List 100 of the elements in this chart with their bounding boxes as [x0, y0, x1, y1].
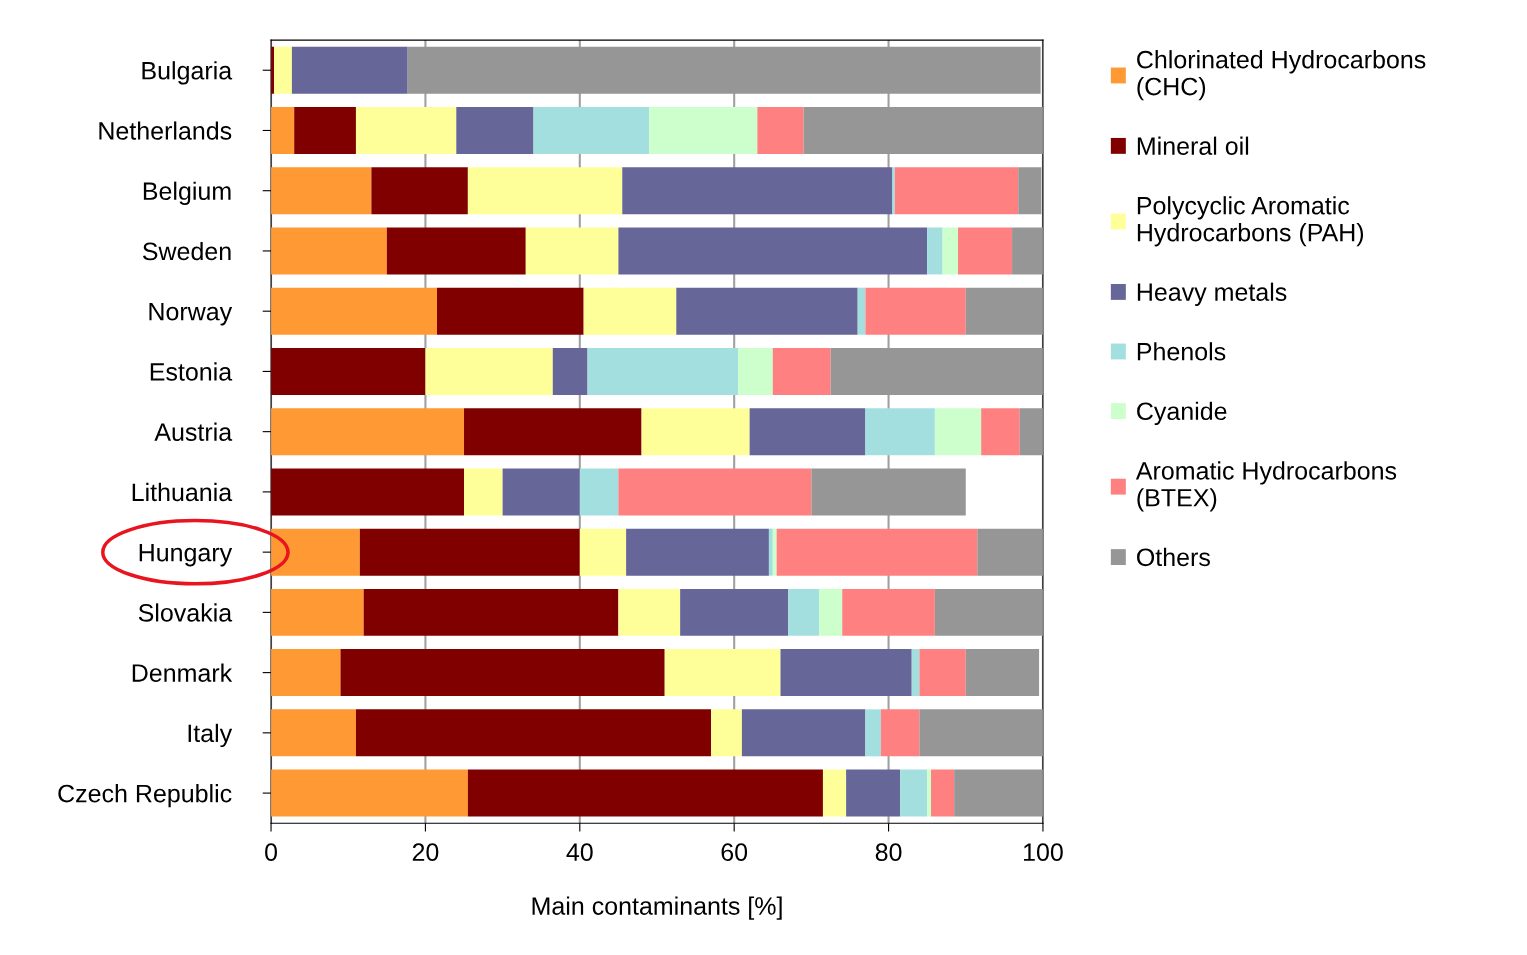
- bar: [618, 588, 681, 636]
- bar: [768, 528, 773, 576]
- legend-label: Others: [1137, 547, 1210, 567]
- bar: [965, 649, 1040, 697]
- bar: [865, 287, 966, 335]
- bar: [359, 528, 580, 576]
- y-tick-label: Lithuania: [132, 482, 233, 502]
- bar: [880, 709, 920, 757]
- bar: [340, 649, 665, 697]
- bar: [927, 227, 943, 275]
- bar: [911, 649, 920, 697]
- x-tick-label: 40: [566, 843, 593, 862]
- x-tick-label: 20: [412, 843, 439, 862]
- bar: [271, 468, 465, 516]
- bar: [846, 769, 901, 817]
- bar: [842, 588, 935, 636]
- bar: [919, 649, 966, 697]
- bar: [934, 408, 982, 456]
- y-tick-label: Sweden: [142, 241, 231, 261]
- bar: [958, 227, 1013, 275]
- bar: [965, 287, 1043, 335]
- bar: [664, 649, 781, 697]
- y-tick-label: Czech Republic: [58, 784, 232, 808]
- bar: [977, 528, 1043, 576]
- legend-label: Cyanide: [1137, 401, 1227, 426]
- bar: [981, 408, 1020, 456]
- bar: [464, 468, 503, 516]
- bar: [271, 106, 295, 154]
- bar: [900, 769, 928, 817]
- bar: [579, 468, 619, 516]
- bar: [271, 649, 341, 697]
- bar: [819, 588, 843, 636]
- bar: [772, 528, 777, 576]
- bar: [271, 347, 426, 395]
- legend-label: Phenols: [1137, 342, 1226, 361]
- bar: [738, 347, 773, 395]
- bar: [291, 46, 408, 94]
- bar: [294, 106, 356, 154]
- y-tick-label: Bulgaria: [142, 61, 233, 85]
- y-tick-label: Denmark: [132, 663, 233, 682]
- bar: [942, 227, 959, 275]
- x-tick-label: 0: [265, 843, 278, 862]
- bar: [931, 769, 955, 817]
- bar: [757, 106, 804, 154]
- bar: [271, 227, 387, 275]
- bar: [274, 46, 292, 94]
- bar: [626, 528, 769, 576]
- bar: [579, 528, 627, 576]
- x-tick-label: 80: [875, 843, 902, 862]
- bar: [271, 588, 364, 636]
- bar: [386, 227, 526, 275]
- y-tick-label: Belgium: [143, 181, 231, 205]
- bar: [355, 106, 457, 154]
- bar: [467, 167, 623, 215]
- bar: [363, 588, 619, 636]
- bar: [583, 287, 677, 335]
- legend-label: Heavy metals: [1137, 282, 1287, 306]
- bar: [587, 347, 739, 395]
- bar: [618, 227, 928, 275]
- bar: [271, 769, 468, 817]
- bar: [456, 106, 534, 154]
- bar: [271, 287, 437, 335]
- bar: [425, 347, 553, 395]
- bar: [822, 769, 847, 817]
- bar: [749, 408, 866, 456]
- bar: [271, 709, 356, 757]
- bar: [788, 588, 820, 636]
- bar: [464, 408, 642, 456]
- bar: [680, 588, 789, 636]
- bar: [865, 709, 881, 757]
- bar: [865, 408, 935, 456]
- legend-label: Mineral oil: [1137, 136, 1249, 155]
- legend-label: Aromatic Hydrocarbons (BTEX): [1135, 461, 1397, 512]
- bar: [894, 167, 1019, 215]
- bar: [552, 347, 588, 395]
- y-tick-label: Estonia: [150, 362, 233, 381]
- bar: [1018, 167, 1042, 215]
- bar: [533, 106, 650, 154]
- legend-label: Chlorinated Hydrocarbons (CHC): [1137, 50, 1426, 101]
- bar: [502, 468, 580, 516]
- bar: [467, 769, 823, 817]
- y-tick-label: Slovakia: [138, 603, 233, 622]
- y-tick-label: Austria: [154, 422, 233, 441]
- bar: [1019, 408, 1043, 456]
- bar: [641, 408, 750, 456]
- bar: [437, 287, 584, 335]
- bar: [622, 167, 893, 215]
- bar: [1012, 227, 1043, 275]
- bar: [772, 347, 831, 395]
- bar: [618, 468, 812, 516]
- bar: [780, 649, 912, 697]
- bar: [676, 287, 858, 335]
- x-tick-label: 100: [1023, 843, 1063, 862]
- bar: [371, 167, 468, 215]
- y-tick-label: Norway: [149, 303, 233, 326]
- legend-label: Polycyclic Aromatic Hydrocarbons (PAH): [1137, 196, 1364, 247]
- bar: [954, 769, 1043, 817]
- bar: [355, 709, 712, 757]
- bar: [857, 287, 866, 335]
- y-tick-label: Netherlands: [99, 121, 232, 140]
